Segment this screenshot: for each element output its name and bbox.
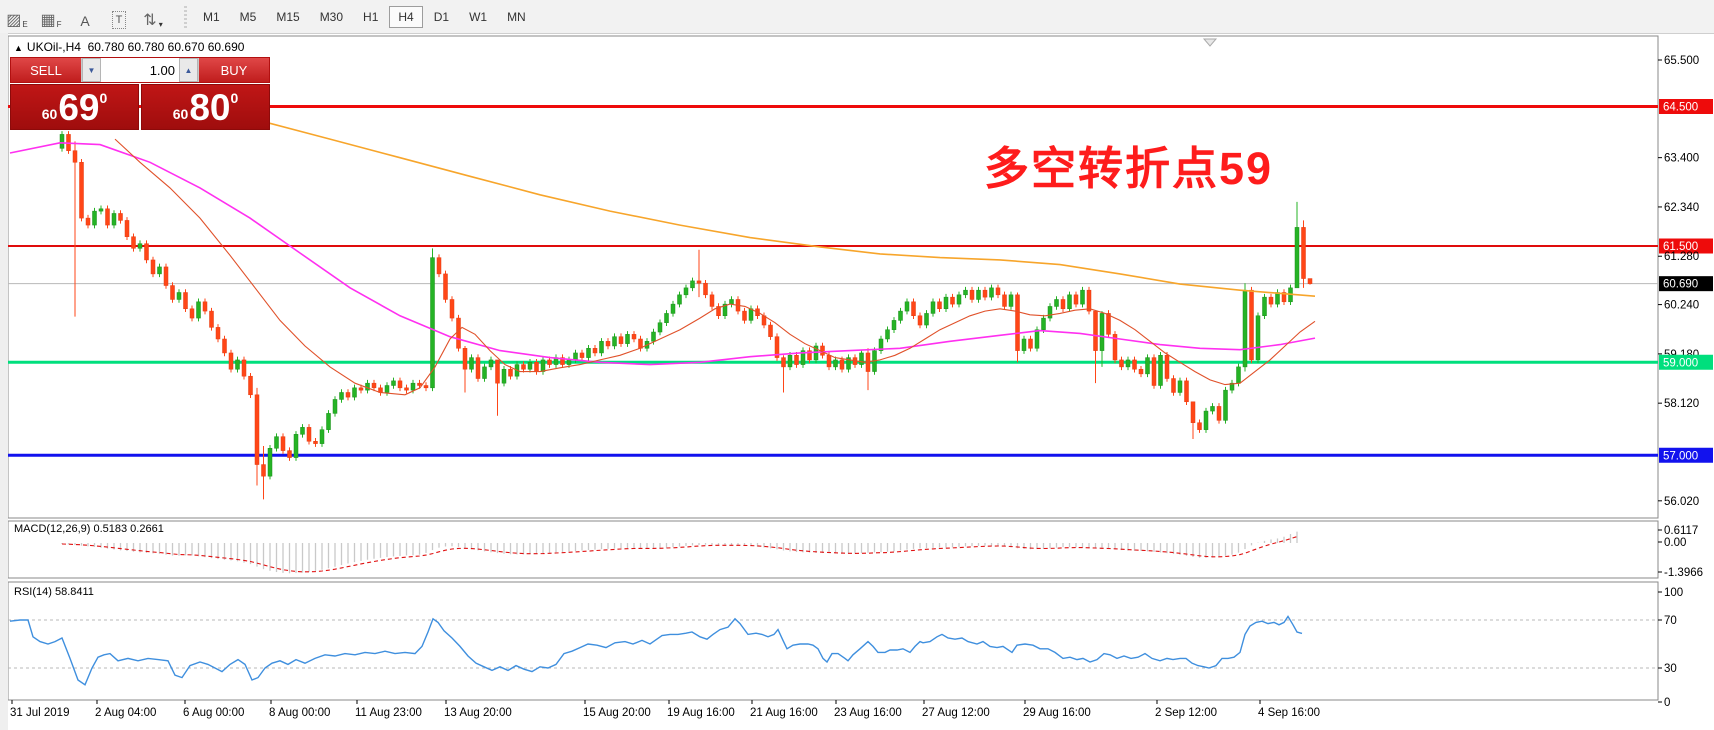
volume-input[interactable] <box>101 58 179 82</box>
timeframe-button-H1[interactable]: H1 <box>363 9 379 24</box>
sell-price-tile[interactable]: 60 69 0 <box>10 84 139 130</box>
sell-price-sup: 0 <box>99 90 108 106</box>
time-tick-label: 13 Aug 20:00 <box>444 707 512 719</box>
macd-tick-label: -1.3966 <box>1664 567 1703 579</box>
symbol-period-label: UKOil-,H4 <box>26 40 81 54</box>
time-tick-label: 29 Aug 16:00 <box>1023 707 1091 719</box>
macd-layer <box>61 531 1298 574</box>
ma-mid-magenta <box>9 141 1316 366</box>
price-tick-label: 65.500 <box>1664 55 1699 67</box>
macd-tick-label: 0.00 <box>1664 537 1686 549</box>
time-tick-label: 11 Aug 23:00 <box>355 707 422 719</box>
timeframe-button-M15[interactable]: M15 <box>276 9 300 24</box>
rsi-tick-label: 70 <box>1664 615 1677 627</box>
timeframe-button-M5[interactable]: M5 <box>239 9 257 24</box>
time-axis: 31 Jul 2019 2 Aug 04:00 6 Aug 00:00 8 Aug 0… <box>10 700 1320 719</box>
time-tick-label: 6 Aug 00:00 <box>183 707 244 719</box>
buy-button[interactable]: BUY <box>199 58 269 82</box>
indicators-icon[interactable]: ▨ E <box>6 11 28 29</box>
moving-averages-layer <box>9 122 1316 396</box>
buy-price-small: 60 <box>172 106 189 122</box>
timeframe-button-D1[interactable]: D1 <box>433 9 450 24</box>
price-tick-label: 60.240 <box>1664 300 1699 312</box>
price-tick-label: 59.000 <box>1663 357 1698 369</box>
grid-icon[interactable]: ▦ F <box>40 11 62 29</box>
chart-header: ▲ UKOil-,H4 60.780 60.780 60.670 60.690 <box>14 40 244 54</box>
time-tick-label: 21 Aug 16:00 <box>750 707 818 719</box>
buy-price-big: 80 <box>189 86 231 128</box>
price-tick-label: 58.120 <box>1664 398 1699 410</box>
time-tick-label: 4 Sep 16:00 <box>1258 707 1320 719</box>
price-level-lines <box>8 105 1658 457</box>
ma-slow-orange <box>267 122 1316 297</box>
price-tick-label: 57.000 <box>1663 450 1698 462</box>
price-tick-label: 60.690 <box>1663 279 1698 291</box>
timeframe-button-W1[interactable]: W1 <box>469 9 488 24</box>
rsi-tick-label: 100 <box>1664 587 1683 599</box>
timeframe-button-H4[interactable]: H4 <box>389 5 423 28</box>
candles-layer <box>59 131 1313 500</box>
ma-fast-red <box>114 138 1316 396</box>
sell-button[interactable]: SELL <box>11 58 81 82</box>
time-tick-label: 31 Jul 2019 <box>10 707 69 719</box>
macd-tick-label: 0.6117 <box>1664 525 1698 537</box>
macd-signal-line <box>61 536 1298 573</box>
chart-annotation-text: 多空转折点59 <box>984 143 1274 194</box>
timeframe-button-M30[interactable]: M30 <box>319 9 344 24</box>
time-tick-label: 19 Aug 16:00 <box>667 707 735 719</box>
price-tick-label: 56.020 <box>1664 496 1699 508</box>
text-label-icon[interactable]: A <box>80 12 90 29</box>
rsi-tick-label: 0 <box>1664 697 1670 709</box>
rsi-layer <box>8 615 1658 686</box>
rsi-line <box>9 615 1303 686</box>
price-tick-label: 61.500 <box>1663 241 1698 253</box>
rsi-tick-label: 30 <box>1664 663 1677 675</box>
chart-shift-marker-icon[interactable] <box>1202 38 1218 47</box>
sell-price-small: 60 <box>41 106 58 122</box>
sell-price-big: 69 <box>58 86 100 128</box>
time-tick-label: 2 Sep 12:00 <box>1155 707 1217 719</box>
time-tick-label: 27 Aug 12:00 <box>922 707 990 719</box>
timeframe-button-M1[interactable]: M1 <box>203 9 220 24</box>
ohlc-values: 60.780 60.780 60.670 60.690 <box>87 40 245 54</box>
textbox-icon[interactable]: T <box>104 5 134 29</box>
toolbar: ▨ E ▦ F A T ⇅ ▾ M1 M5 M15 M30 H1 H4 D1 W1 MN <box>0 0 1714 34</box>
timeframe-button-MN[interactable]: MN <box>507 9 526 24</box>
price-tick-label: 62.340 <box>1664 202 1699 214</box>
time-tick-label: 2 Aug 04:00 <box>95 707 156 719</box>
rsi-indicator-label: RSI(14) 58.8411 <box>14 586 94 598</box>
price-tick-label: 64.500 <box>1663 102 1698 114</box>
time-tick-label: 23 Aug 16:00 <box>834 707 902 719</box>
volume-increase-button[interactable]: ▲ <box>179 58 198 82</box>
toolbar-grip[interactable] <box>184 5 187 28</box>
buy-price-tile[interactable]: 60 80 0 <box>141 84 270 130</box>
panel-frames <box>0 33 1659 730</box>
time-tick-label: 8 Aug 00:00 <box>269 707 330 719</box>
macd-indicator-label: MACD(12,26,9) 0.5183 0.2661 <box>14 523 164 535</box>
collapse-triangle-icon[interactable]: ▲ <box>14 43 23 53</box>
chevron-down-icon: ▾ <box>158 19 163 29</box>
time-tick-label: 15 Aug 20:00 <box>583 707 651 719</box>
price-tick-label: 63.400 <box>1664 153 1699 165</box>
buy-price-sup: 0 <box>230 90 239 106</box>
volume-decrease-button[interactable]: ▼ <box>82 58 101 82</box>
price-tick-label: 61.280 <box>1664 251 1699 263</box>
cursor-tools-icon[interactable]: ⇅ ▾ <box>143 11 163 29</box>
timeframe-toolbar: M1 M5 M15 M30 H1 H4 D1 W1 MN <box>193 5 536 28</box>
